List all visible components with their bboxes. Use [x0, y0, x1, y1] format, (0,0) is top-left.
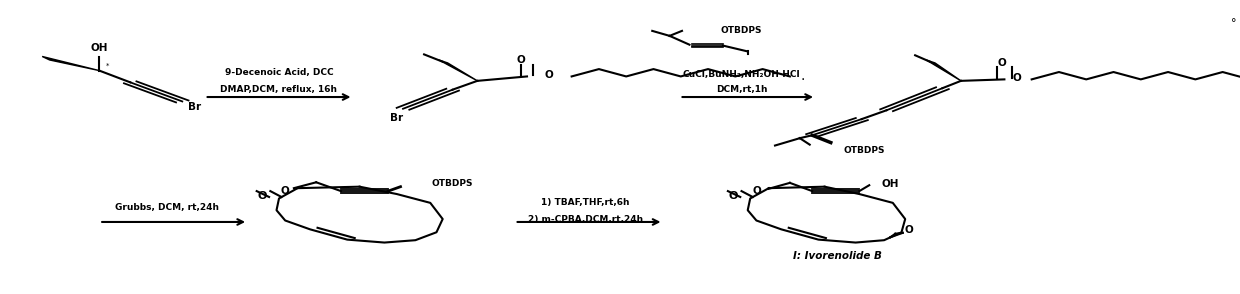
Text: O: O — [751, 186, 761, 196]
Text: OTBDPS: OTBDPS — [720, 26, 763, 35]
Text: OH: OH — [882, 179, 899, 189]
Text: O: O — [1012, 73, 1022, 83]
Text: Br: Br — [188, 102, 202, 112]
Text: Grubbs, DCM, rt,24h: Grubbs, DCM, rt,24h — [115, 203, 219, 212]
Text: O: O — [257, 191, 267, 201]
Text: .: . — [800, 69, 805, 83]
Polygon shape — [926, 60, 961, 81]
Text: CuCl,BuNH₂,NH₂OH·HCl: CuCl,BuNH₂,NH₂OH·HCl — [683, 71, 800, 79]
Text: Br: Br — [391, 113, 403, 123]
Text: *: * — [107, 63, 109, 69]
Text: O: O — [544, 70, 554, 80]
Text: OTBDPS: OTBDPS — [432, 179, 472, 188]
Text: DMAP,DCM, reflux, 16h: DMAP,DCM, reflux, 16h — [221, 85, 337, 94]
Text: O: O — [997, 58, 1007, 68]
Text: 9-Decenoic Acid, DCC: 9-Decenoic Acid, DCC — [224, 68, 334, 76]
Polygon shape — [42, 56, 99, 71]
Text: OH: OH — [91, 43, 108, 53]
Text: 2) m-CPBA,DCM,rt,24h: 2) m-CPBA,DCM,rt,24h — [528, 215, 642, 223]
Text: O: O — [728, 191, 738, 201]
Polygon shape — [439, 60, 477, 81]
Text: O: O — [280, 186, 290, 196]
Text: °: ° — [1231, 19, 1236, 29]
Text: OTBDPS: OTBDPS — [843, 146, 884, 156]
Text: 1) TBAF,THF,rt,6h: 1) TBAF,THF,rt,6h — [541, 198, 630, 207]
Text: O: O — [904, 225, 914, 235]
Text: DCM,rt,1h: DCM,rt,1h — [715, 85, 768, 94]
Text: I: Ivorenolide B: I: Ivorenolide B — [792, 251, 882, 261]
Text: O: O — [516, 55, 526, 65]
